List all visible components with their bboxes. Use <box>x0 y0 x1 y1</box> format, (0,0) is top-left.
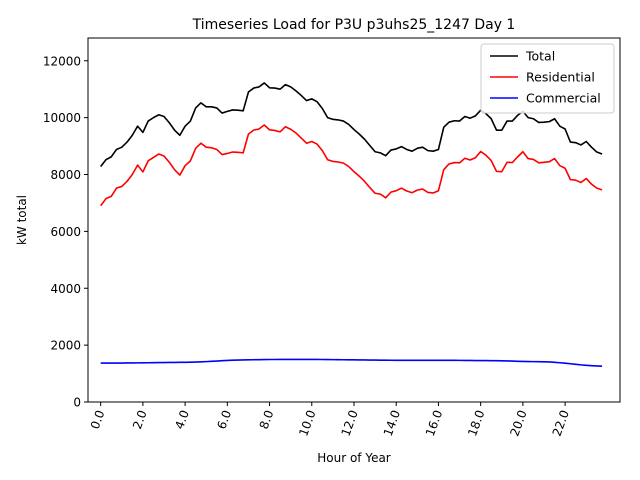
series-lines <box>100 82 603 367</box>
x-tick-label: 8.0 <box>257 408 277 431</box>
y-tick-label: 2000 <box>50 339 81 353</box>
x-axis-label: Hour of Year <box>317 451 391 465</box>
y-tick-label: 8000 <box>50 168 81 182</box>
y-axis-label: kW total <box>15 195 29 245</box>
x-tick-label: 20.0 <box>507 408 529 438</box>
legend-label-total: Total <box>525 49 555 64</box>
x-tick-label: 22.0 <box>550 408 572 438</box>
x-tick-label: 12.0 <box>339 408 361 438</box>
y-tick-label: 6000 <box>50 225 81 239</box>
x-axis-ticks: 0.0 2.0 4.0 6.0 8.0 10.0 12.0 14.0 16.0 18.0 20.0 2… <box>88 402 572 438</box>
legend-label-commercial: Commercial <box>526 91 601 106</box>
chart-title: Timeseries Load for P3U p3uhs25_1247 Day… <box>192 17 516 33</box>
x-tick-label: 14.0 <box>381 408 403 438</box>
x-tick-label: 6.0 <box>214 408 234 431</box>
x-tick-label: 10.0 <box>296 408 318 438</box>
series-line-residential <box>100 124 603 207</box>
legend-box <box>480 43 615 114</box>
x-tick-label: 16.0 <box>423 408 445 438</box>
x-tick-label: 18.0 <box>465 408 487 438</box>
y-tick-label: 12000 <box>43 54 81 68</box>
x-tick-label: 0.0 <box>88 408 108 431</box>
x-tick-label: 2.0 <box>130 408 150 431</box>
series-line-commercial <box>100 358 603 367</box>
y-tick-label: 10000 <box>43 111 81 125</box>
x-tick-label: 4.0 <box>172 408 192 431</box>
y-tick-label: 0 <box>73 396 81 410</box>
plot-frame <box>87 37 621 403</box>
legend-label-residential: Residential <box>526 70 595 85</box>
series-line-total <box>100 82 603 168</box>
y-axis-ticks: 0 2000 4000 6000 8000 10000 12000 <box>43 54 88 410</box>
y-tick-label: 4000 <box>50 282 81 296</box>
legend: Total Residential Commercial <box>480 43 615 114</box>
